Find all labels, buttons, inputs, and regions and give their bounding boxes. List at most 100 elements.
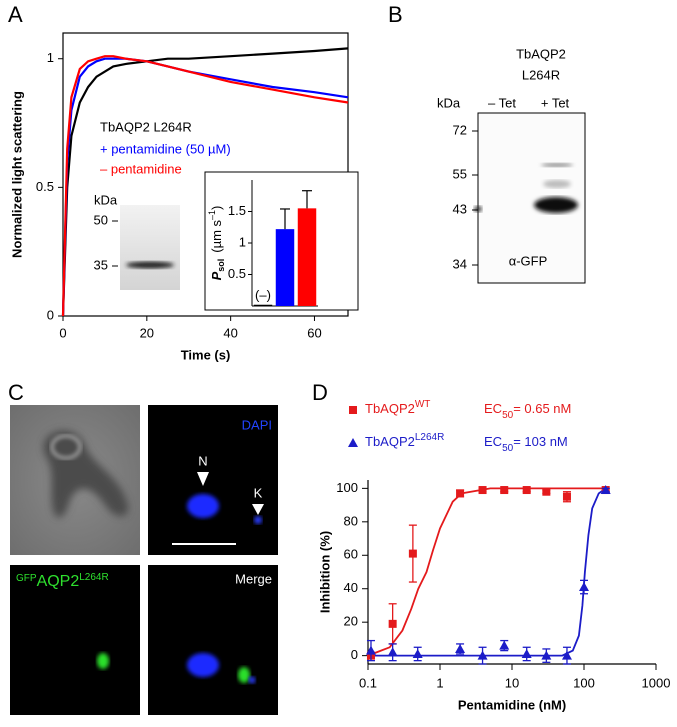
antibody-label: α-GFP xyxy=(509,253,548,268)
x-tick-label: 100 xyxy=(573,675,595,690)
legend-label: – pentamidine xyxy=(100,161,182,176)
line-series xyxy=(61,55,349,317)
cell-shape xyxy=(50,434,82,460)
blot-band xyxy=(541,163,573,167)
blot-title: L264R xyxy=(522,67,560,82)
label-part: AQP2 xyxy=(37,573,80,590)
y-axis-title: Psol (µm s–1) xyxy=(207,206,226,281)
y-tick-label: 20 xyxy=(344,614,358,629)
blot-title: TbAQP2 xyxy=(516,46,566,61)
data-point xyxy=(499,640,510,650)
arrowhead xyxy=(252,504,264,515)
bar xyxy=(275,229,295,306)
data-point xyxy=(600,485,611,495)
gfp-signal xyxy=(238,667,250,683)
data-point xyxy=(478,486,487,495)
data-point xyxy=(521,648,532,658)
blot-marker: 55 xyxy=(453,166,467,181)
blot-image xyxy=(120,205,180,290)
data-point xyxy=(387,647,398,657)
x-axis-title: Pentamidine (nM) xyxy=(458,697,566,712)
blot-band xyxy=(474,206,482,212)
data-point xyxy=(541,650,552,660)
channel-label: GFPAQP2L264R xyxy=(16,572,109,591)
arrowhead xyxy=(197,472,209,486)
blot-marker: 72 xyxy=(453,122,467,137)
legend-marker xyxy=(348,438,358,447)
x-tick-label: 1000 xyxy=(642,675,671,690)
y-tick-label: 40 xyxy=(344,580,358,595)
label-part: = 0.65 nM xyxy=(513,401,571,416)
y-tick-label: 1.5 xyxy=(228,203,246,218)
label-part: L264R xyxy=(79,572,108,583)
blot-band xyxy=(126,261,174,269)
label-part: 50 xyxy=(502,410,514,421)
micrograph xyxy=(148,405,278,555)
x-tick-label: 60 xyxy=(307,325,321,340)
blot-marker: 50 xyxy=(94,212,108,227)
data-point xyxy=(522,486,531,495)
data-point xyxy=(500,486,509,495)
x-axis-title: Time (s) xyxy=(181,347,231,362)
gfp-signal xyxy=(97,653,109,669)
y-tick-label: 1 xyxy=(47,50,54,65)
blot-unit: kDa xyxy=(94,192,118,207)
annotation: (–) xyxy=(255,287,271,302)
label-part: EC xyxy=(484,401,502,416)
blot-marker: 43 xyxy=(453,201,467,216)
line-series xyxy=(61,47,349,317)
label-part: P xyxy=(209,271,224,280)
micrograph xyxy=(148,565,278,715)
cell-shape xyxy=(43,430,129,518)
panel-label: D xyxy=(312,380,328,405)
blot-marker: 35 xyxy=(94,257,108,272)
legend-label: TbAQP2WT xyxy=(365,399,430,417)
label-part: TbAQP2 xyxy=(365,434,415,449)
kinetoplast-label: K xyxy=(254,485,263,500)
blot-marker: 34 xyxy=(453,256,467,271)
nucleus xyxy=(187,494,219,518)
panel-label: A xyxy=(8,2,23,27)
nucleus xyxy=(187,653,219,677)
label-part: ) xyxy=(209,206,224,210)
blot-unit: kDa xyxy=(437,95,461,110)
data-point xyxy=(542,487,551,496)
data-point xyxy=(561,650,572,660)
label-part: TbAQP2 xyxy=(365,401,415,416)
y-axis-title: Inhibition (%) xyxy=(317,531,332,613)
panel-label: B xyxy=(388,2,403,27)
data-point xyxy=(477,650,488,660)
fit-curve xyxy=(367,487,606,657)
data-point xyxy=(412,648,423,658)
x-tick-label: 0.1 xyxy=(359,675,377,690)
channel-label: DAPI xyxy=(242,417,272,432)
line-series xyxy=(61,57,349,317)
data-point xyxy=(562,492,571,501)
bar xyxy=(297,208,317,306)
fit-curve xyxy=(368,487,607,657)
micrograph xyxy=(10,565,140,715)
y-tick-label: 0.5 xyxy=(36,179,54,194)
x-tick-label: 10 xyxy=(505,675,519,690)
label-part: = 103 nM xyxy=(513,434,568,449)
data-point xyxy=(579,582,589,592)
data-point xyxy=(456,489,465,498)
label-part: –1 xyxy=(207,210,217,220)
legend-marker xyxy=(349,406,357,414)
label-part: (µm s xyxy=(209,219,224,252)
label-part: sol xyxy=(216,259,226,272)
y-tick-label: 0.5 xyxy=(228,266,246,281)
x-tick-label: 0 xyxy=(59,325,66,340)
x-tick-label: 40 xyxy=(223,325,237,340)
channel-label: Merge xyxy=(235,571,272,586)
legend-label: TbAQP2L264R xyxy=(365,432,444,450)
blot-band xyxy=(543,180,571,188)
label-part: WT xyxy=(415,399,431,410)
y-axis-title: Normalized light scattering xyxy=(9,91,24,258)
label-part: 50 xyxy=(502,443,514,454)
annotation: TbAQP2 L264R xyxy=(100,119,192,134)
panel-label: C xyxy=(8,380,24,405)
blot-band xyxy=(534,197,578,213)
